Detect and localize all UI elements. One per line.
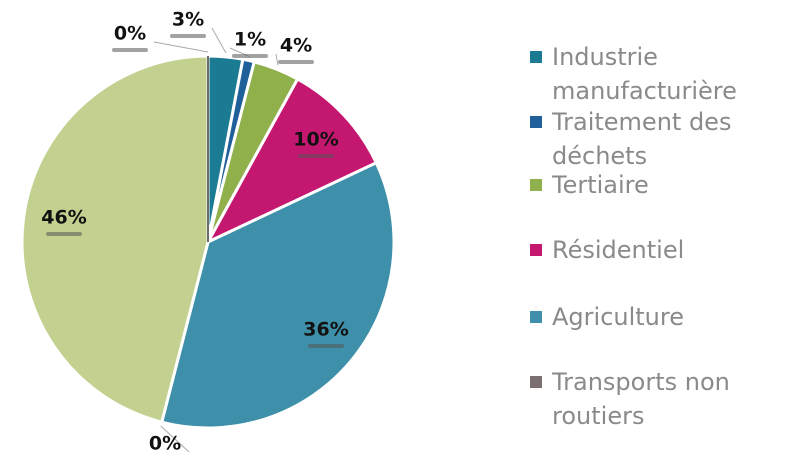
data-label: 36% xyxy=(303,319,348,341)
legend-label: Transports non routiers xyxy=(552,368,730,430)
data-label: 0% xyxy=(114,23,146,45)
legend-label: Agriculture xyxy=(552,303,684,331)
leader-line xyxy=(211,27,227,54)
data-label: 1% xyxy=(234,29,266,51)
data-label: 10% xyxy=(293,129,338,151)
legend-swatch xyxy=(530,244,542,256)
leader-line xyxy=(160,425,190,453)
legend-swatch xyxy=(530,51,542,63)
legend-label: Traitement des déchets xyxy=(552,108,732,170)
legend-label: Tertiaire xyxy=(552,171,649,199)
label-shadow xyxy=(46,232,82,236)
label-shadow xyxy=(112,48,148,52)
data-label: 4% xyxy=(280,35,312,57)
data-label: 46% xyxy=(41,207,86,229)
legend-label: Résidentiel xyxy=(552,236,685,264)
leader-line xyxy=(275,53,279,66)
legend-swatch xyxy=(530,179,542,191)
label-shadow xyxy=(308,344,344,348)
label-shadow xyxy=(170,34,206,38)
pie-slice xyxy=(204,76,379,246)
label-shadow xyxy=(298,154,334,158)
label-shadow xyxy=(232,54,268,58)
legend-swatch xyxy=(530,311,542,323)
pie-slice xyxy=(20,54,210,424)
pie-slice xyxy=(159,160,396,430)
label-shadow xyxy=(278,60,314,64)
data-label: 3% xyxy=(172,9,204,31)
data-label: 0% xyxy=(149,433,181,455)
legend-label: Industrie manufacturière xyxy=(552,43,737,105)
legend-swatch xyxy=(530,376,542,388)
leader-line xyxy=(153,41,209,53)
legend-swatch xyxy=(530,116,542,128)
